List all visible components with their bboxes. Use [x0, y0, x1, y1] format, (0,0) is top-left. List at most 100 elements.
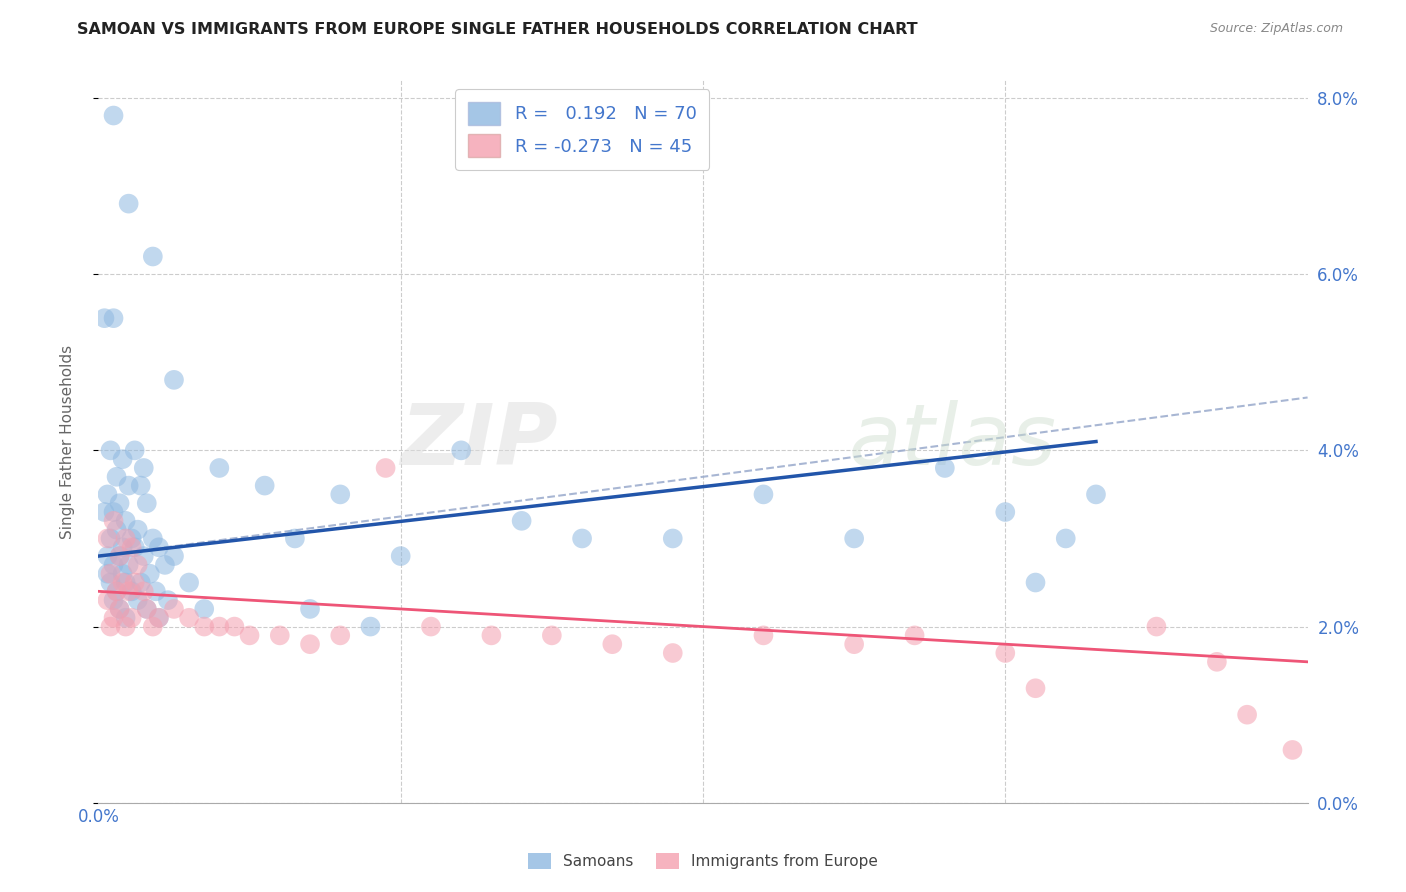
Text: atlas: atlas: [848, 400, 1056, 483]
Point: [114, 611, 136, 625]
Point: [163, 549, 186, 563]
Point: [111, 541, 134, 555]
Point: [602, 637, 624, 651]
Point: [105, 470, 128, 484]
Point: [121, 541, 143, 555]
Point: [118, 558, 141, 572]
Point: [193, 619, 215, 633]
Point: [114, 514, 136, 528]
Point: [121, 584, 143, 599]
Y-axis label: Single Father Households: Single Father Households: [60, 344, 75, 539]
Point: [118, 196, 141, 211]
Point: [135, 496, 157, 510]
Point: [103, 505, 125, 519]
Point: [994, 646, 1017, 660]
Point: [752, 628, 775, 642]
Point: [153, 558, 176, 572]
Point: [179, 611, 201, 625]
Point: [127, 593, 149, 607]
Point: [129, 478, 152, 492]
Point: [108, 549, 131, 563]
Point: [156, 593, 179, 607]
Point: [114, 532, 136, 546]
Point: [121, 532, 143, 546]
Point: [96, 487, 118, 501]
Point: [148, 611, 170, 625]
Point: [124, 575, 146, 590]
Point: [163, 373, 186, 387]
Point: [103, 558, 125, 572]
Point: [142, 619, 165, 633]
Point: [100, 575, 122, 590]
Point: [145, 584, 167, 599]
Point: [135, 602, 157, 616]
Point: [127, 523, 149, 537]
Point: [208, 619, 231, 633]
Point: [179, 575, 201, 590]
Point: [139, 566, 162, 581]
Point: [844, 637, 866, 651]
Point: [1054, 532, 1077, 546]
Point: [540, 628, 562, 642]
Point: [114, 575, 136, 590]
Point: [360, 619, 382, 633]
Point: [100, 619, 122, 633]
Point: [118, 478, 141, 492]
Point: [253, 478, 276, 492]
Point: [1236, 707, 1258, 722]
Point: [163, 602, 186, 616]
Point: [111, 452, 134, 467]
Point: [103, 311, 125, 326]
Point: [93, 311, 115, 326]
Point: [111, 575, 134, 590]
Point: [1206, 655, 1229, 669]
Point: [994, 505, 1017, 519]
Point: [111, 566, 134, 581]
Point: [661, 646, 683, 660]
Point: [389, 549, 412, 563]
Point: [1024, 681, 1046, 696]
Point: [329, 628, 352, 642]
Point: [510, 514, 533, 528]
Point: [108, 496, 131, 510]
Point: [124, 443, 146, 458]
Point: [93, 505, 115, 519]
Point: [934, 461, 956, 475]
Point: [481, 628, 503, 642]
Point: [105, 523, 128, 537]
Point: [132, 549, 155, 563]
Point: [661, 532, 683, 546]
Point: [284, 532, 307, 546]
Text: 0.0%: 0.0%: [77, 808, 120, 826]
Point: [96, 566, 118, 581]
Point: [193, 602, 215, 616]
Point: [1281, 743, 1303, 757]
Text: Source: ZipAtlas.com: Source: ZipAtlas.com: [1209, 22, 1343, 36]
Text: SAMOAN VS IMMIGRANTS FROM EUROPE SINGLE FATHER HOUSEHOLDS CORRELATION CHART: SAMOAN VS IMMIGRANTS FROM EUROPE SINGLE …: [77, 22, 918, 37]
Point: [148, 541, 170, 555]
Text: ZIP: ZIP: [401, 400, 558, 483]
Legend: Samoans, Immigrants from Europe: Samoans, Immigrants from Europe: [522, 847, 884, 875]
Point: [108, 602, 131, 616]
Point: [224, 619, 246, 633]
Point: [124, 541, 146, 555]
Point: [269, 628, 291, 642]
Point: [105, 584, 128, 599]
Point: [420, 619, 443, 633]
Point: [299, 637, 322, 651]
Point: [135, 602, 157, 616]
Point: [114, 619, 136, 633]
Point: [132, 584, 155, 599]
Point: [96, 593, 118, 607]
Point: [103, 514, 125, 528]
Point: [208, 461, 231, 475]
Point: [132, 461, 155, 475]
Point: [374, 461, 396, 475]
Point: [752, 487, 775, 501]
Point: [100, 566, 122, 581]
Point: [103, 611, 125, 625]
Point: [1085, 487, 1108, 501]
Point: [450, 443, 472, 458]
Point: [103, 109, 125, 123]
Point: [239, 628, 262, 642]
